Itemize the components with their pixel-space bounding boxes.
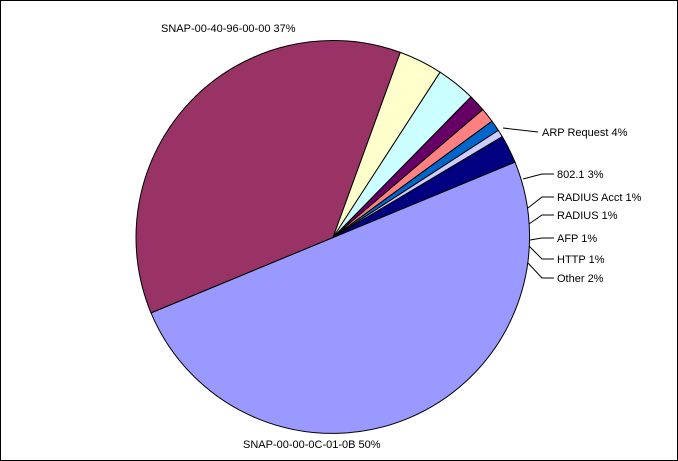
slice-label: ARP Request 4% bbox=[542, 127, 628, 139]
leader-line bbox=[528, 214, 554, 225]
leader-line bbox=[502, 127, 539, 133]
pie-slice bbox=[332, 136, 516, 238]
pie-slice bbox=[150, 161, 530, 434]
leader-line bbox=[527, 262, 554, 279]
slice-label: SNAP-00-40-96-00-00 37% bbox=[161, 23, 296, 35]
slice-label: RADIUS Acct 1% bbox=[557, 192, 642, 204]
slice-label: AFP 1% bbox=[557, 233, 597, 245]
leader-line bbox=[527, 196, 554, 209]
slice-label: HTTP 1% bbox=[557, 254, 605, 266]
slice-labels: SNAP-00-00-0C-01-0B 50% SNAP-00-40-96-00-… bbox=[161, 23, 642, 451]
leader-line bbox=[528, 245, 554, 260]
slice-label: RADIUS 1% bbox=[557, 210, 618, 222]
leader-lines bbox=[502, 127, 554, 279]
slice-label: SNAP-00-00-0C-01-0B 50% bbox=[243, 439, 381, 451]
leader-line bbox=[522, 173, 554, 180]
pie-slice bbox=[135, 40, 401, 314]
pie-slices bbox=[135, 40, 530, 434]
slice-label: Other 2% bbox=[557, 273, 604, 285]
slice-label: 802.1 3% bbox=[557, 169, 604, 181]
leader-line bbox=[529, 237, 554, 241]
